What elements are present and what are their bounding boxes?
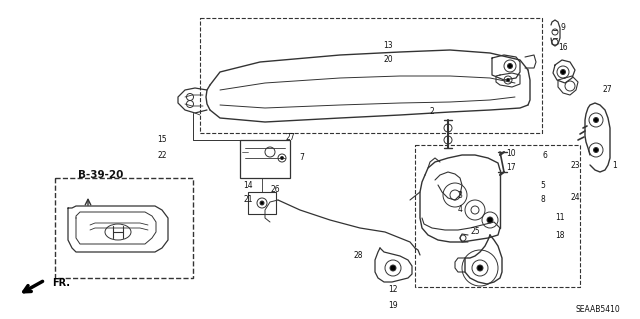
- Text: 6: 6: [543, 151, 547, 160]
- Circle shape: [561, 70, 566, 75]
- Text: 18: 18: [556, 231, 564, 240]
- Circle shape: [477, 265, 483, 271]
- Bar: [55, 178, 193, 278]
- Bar: [200, 18, 542, 133]
- Text: 27: 27: [602, 85, 612, 94]
- Text: 22: 22: [157, 151, 167, 160]
- Text: SEAAB5410: SEAAB5410: [575, 306, 620, 315]
- Bar: [415, 145, 580, 287]
- Text: 27: 27: [285, 133, 295, 143]
- Text: 11: 11: [556, 213, 564, 222]
- Text: 16: 16: [558, 43, 568, 53]
- Circle shape: [390, 265, 396, 271]
- Text: 17: 17: [506, 164, 516, 173]
- Text: 21: 21: [243, 196, 253, 204]
- Circle shape: [280, 157, 284, 160]
- Text: 2: 2: [429, 108, 435, 116]
- Text: 25: 25: [470, 227, 480, 236]
- Text: 13: 13: [383, 41, 393, 49]
- Text: 12: 12: [388, 286, 397, 294]
- Text: 15: 15: [157, 136, 167, 145]
- Text: 9: 9: [561, 24, 565, 33]
- Text: 3: 3: [458, 190, 463, 199]
- Text: 23: 23: [570, 160, 580, 169]
- Circle shape: [506, 78, 509, 81]
- Circle shape: [487, 217, 493, 223]
- Text: 19: 19: [388, 301, 398, 310]
- Text: FR.: FR.: [52, 278, 70, 288]
- Text: 7: 7: [300, 153, 305, 162]
- Text: 14: 14: [243, 181, 253, 189]
- Text: 20: 20: [383, 56, 393, 64]
- Circle shape: [260, 201, 264, 205]
- Text: 28: 28: [353, 250, 363, 259]
- Text: 8: 8: [541, 196, 545, 204]
- Text: 5: 5: [541, 181, 545, 189]
- Circle shape: [593, 117, 598, 122]
- Text: 4: 4: [458, 205, 463, 214]
- Text: 10: 10: [506, 149, 516, 158]
- Circle shape: [593, 147, 598, 152]
- Text: 24: 24: [570, 194, 580, 203]
- Text: B-39-20: B-39-20: [78, 170, 124, 180]
- Circle shape: [508, 63, 513, 69]
- Bar: [240, 140, 290, 178]
- Text: 1: 1: [612, 160, 618, 169]
- Text: 26: 26: [270, 186, 280, 195]
- Bar: [248, 192, 276, 214]
